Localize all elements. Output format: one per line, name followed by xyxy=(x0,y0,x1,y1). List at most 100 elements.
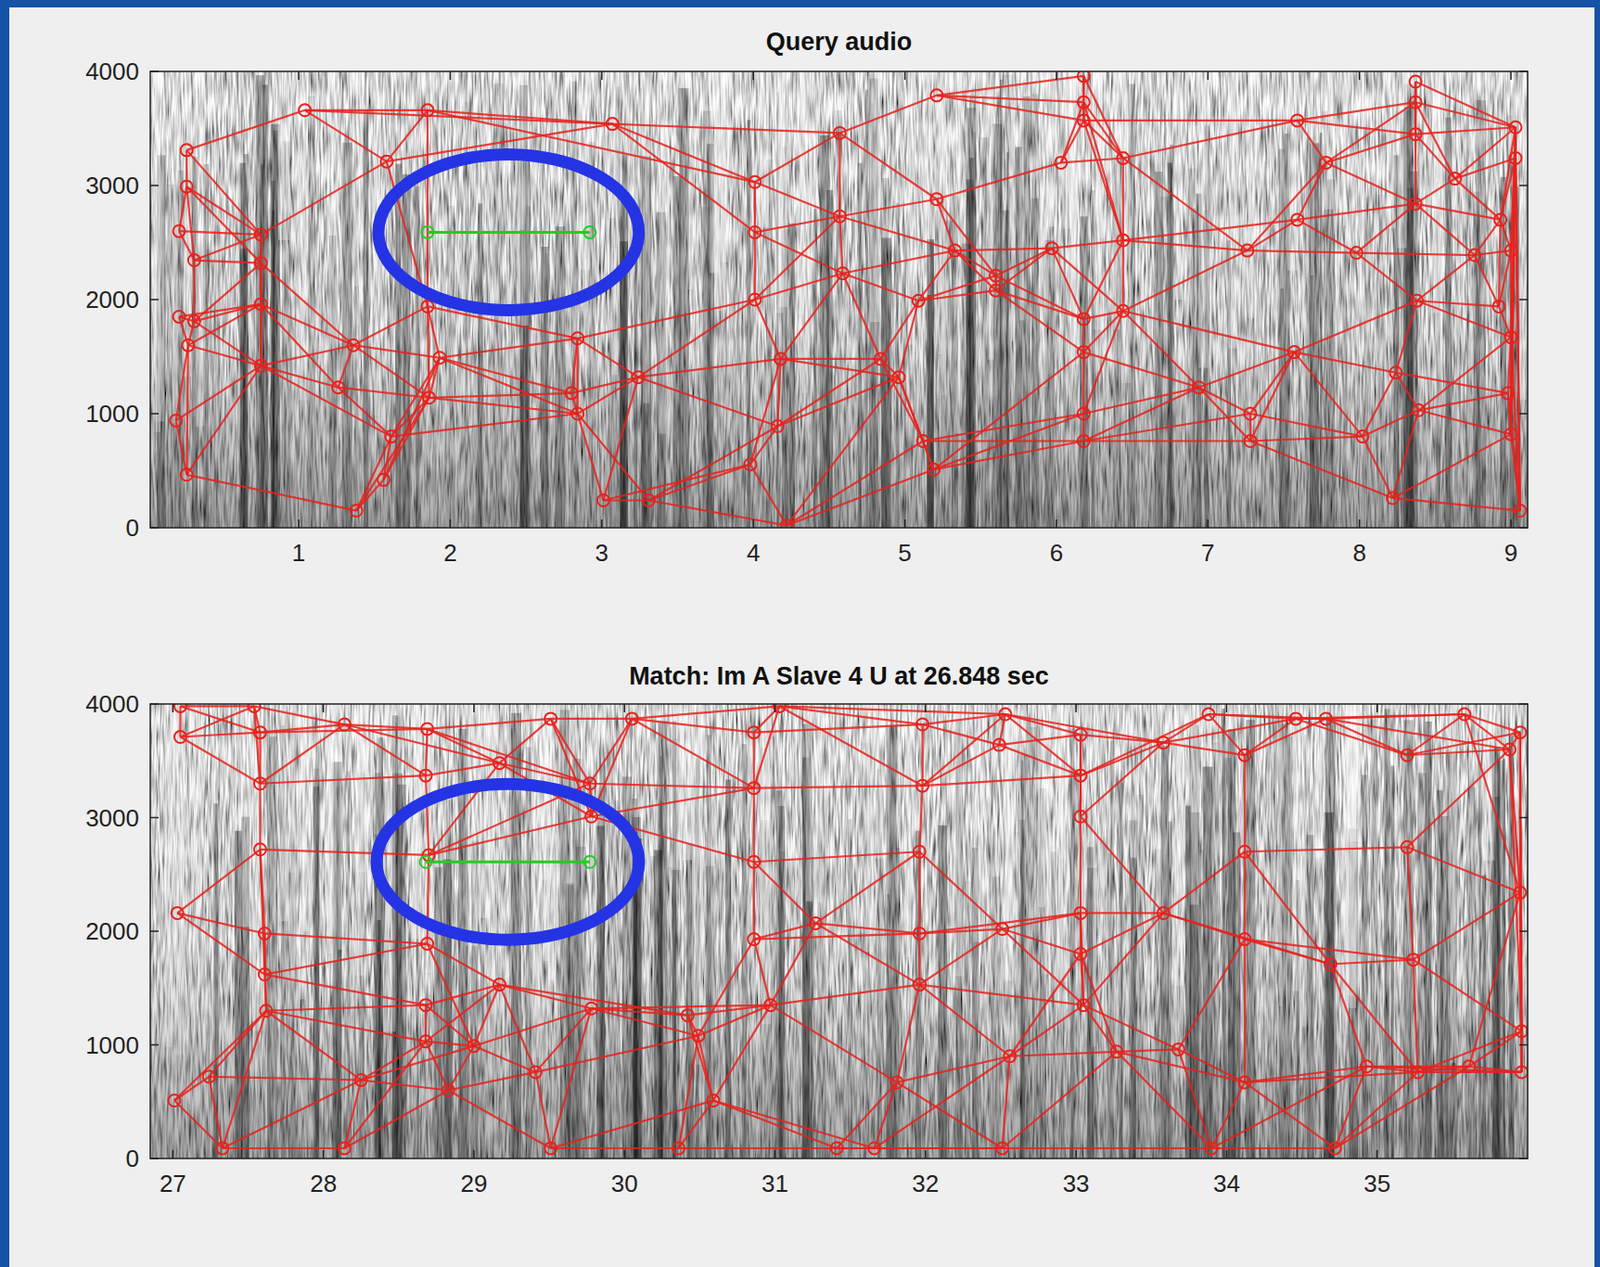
peak-marker xyxy=(493,756,506,769)
peak-marker xyxy=(874,352,887,365)
peak-marker xyxy=(583,226,596,239)
pair-line xyxy=(777,358,881,427)
pair-line xyxy=(186,110,305,151)
pair-line xyxy=(577,338,639,378)
pair-line xyxy=(1326,718,1408,756)
pair-line xyxy=(1415,179,1455,205)
slide-border xyxy=(0,0,1600,1267)
pair-line xyxy=(1051,248,1084,320)
peak-marker xyxy=(1244,408,1257,421)
pair-line xyxy=(755,231,844,273)
pair-line xyxy=(648,464,750,501)
peak-marker xyxy=(467,1039,480,1052)
y-tick-right xyxy=(1519,1044,1528,1047)
pair-line xyxy=(1122,240,1125,311)
pair-line xyxy=(1393,434,1511,499)
pair-line xyxy=(1051,248,1124,312)
peak-marker xyxy=(1288,345,1301,359)
pair-line xyxy=(687,1005,770,1016)
pair-line xyxy=(1469,1066,1523,1073)
pair-line xyxy=(1247,250,1357,253)
pair-line xyxy=(896,985,920,1083)
peak-marker xyxy=(748,294,761,307)
peak-marker xyxy=(1202,708,1215,721)
pair-line xyxy=(1500,219,1511,251)
peak-marker xyxy=(1241,244,1254,257)
peak-marker xyxy=(1074,907,1087,920)
pair-line xyxy=(1244,1066,1367,1083)
peak-marker xyxy=(298,103,311,116)
pair-line xyxy=(193,263,261,322)
pair-line xyxy=(1208,714,1245,756)
peak-marker xyxy=(338,718,351,731)
pair-line xyxy=(179,230,261,235)
pair-line xyxy=(998,744,1081,776)
pair-line xyxy=(499,985,537,1073)
pair-line xyxy=(838,132,841,217)
pair-line xyxy=(260,365,391,436)
pair-line xyxy=(1297,102,1416,121)
x-tick-top xyxy=(774,704,777,713)
pair-line xyxy=(193,260,261,264)
x-tick xyxy=(752,519,755,528)
highlight-line xyxy=(425,860,590,864)
pair-line xyxy=(918,250,955,301)
pair-line xyxy=(1295,718,1408,756)
peak-marker xyxy=(748,226,761,239)
peak-marker xyxy=(681,1009,694,1022)
pair-line xyxy=(779,705,1005,715)
peak-marker xyxy=(380,155,393,168)
pair-line xyxy=(919,985,1084,1006)
peak-marker xyxy=(1411,1065,1424,1078)
pair-line xyxy=(188,345,261,366)
pair-line xyxy=(344,1041,426,1149)
pair-line xyxy=(1418,393,1508,410)
peak-marker xyxy=(916,780,929,793)
pair-line xyxy=(193,320,261,366)
peak-marker xyxy=(420,998,433,1012)
pair-line xyxy=(612,124,756,183)
peak-marker xyxy=(1386,492,1399,505)
peak-marker xyxy=(833,127,846,140)
peak-marker xyxy=(1515,1024,1528,1037)
pair-line xyxy=(919,929,1002,986)
peak-marker xyxy=(565,386,578,399)
pair-line xyxy=(1083,119,1297,122)
pair-line xyxy=(550,1008,592,1149)
peak-marker xyxy=(836,267,849,280)
x-tick-label: 3 xyxy=(595,538,609,567)
peak-marker xyxy=(1238,845,1251,858)
pair-line xyxy=(754,785,923,788)
pair-line xyxy=(259,263,262,367)
peak-marker xyxy=(255,228,268,241)
y-tick-label: 3000 xyxy=(85,804,140,832)
peak-marker xyxy=(1458,708,1471,721)
pair-line xyxy=(1080,816,1164,913)
pair-line xyxy=(698,939,755,1037)
pair-line xyxy=(1051,240,1124,249)
pair-line xyxy=(1418,409,1511,435)
peak-marker xyxy=(1054,156,1067,169)
y-tick-label: 2000 xyxy=(85,285,140,314)
y-tick xyxy=(150,817,159,820)
peak-marker xyxy=(188,254,201,267)
pair-line xyxy=(1474,255,1499,307)
pair-line xyxy=(577,299,756,339)
peak-marker xyxy=(583,777,596,790)
pair-line xyxy=(1393,409,1420,499)
peak-marker xyxy=(258,968,271,981)
pair-line xyxy=(429,393,573,398)
pair-line xyxy=(754,851,921,862)
pair-line xyxy=(192,260,195,322)
pair-line xyxy=(1005,714,1081,776)
x-tick-label: 9 xyxy=(1504,538,1518,567)
peak-marker xyxy=(996,922,1009,935)
pair-line xyxy=(425,763,500,776)
peak-marker xyxy=(377,473,390,487)
peak-marker xyxy=(181,339,194,352)
pair-line xyxy=(1334,1066,1469,1149)
y-tick xyxy=(150,1157,159,1160)
pair-line xyxy=(391,397,430,437)
pair-line xyxy=(922,744,1000,786)
peak-marker xyxy=(1077,114,1090,127)
